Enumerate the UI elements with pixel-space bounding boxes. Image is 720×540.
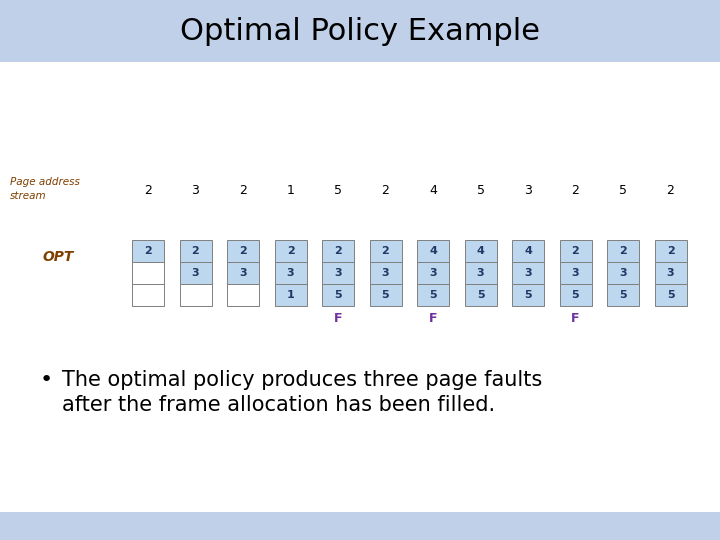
Text: 2: 2 [334,246,342,256]
Bar [322,240,354,262]
Text: OPT: OPT [42,250,73,264]
Bar [132,262,164,284]
Bar [0,0,720,62]
Text: 2: 2 [239,184,247,197]
Text: 5: 5 [619,290,627,300]
Bar [512,284,544,306]
Text: 3: 3 [382,268,390,278]
Text: Page address: Page address [10,177,80,187]
Text: The optimal policy produces three page faults: The optimal policy produces three page f… [62,370,542,390]
Bar [179,240,212,262]
Text: 2: 2 [382,184,390,197]
Text: 5: 5 [619,184,627,197]
Bar [559,262,592,284]
Text: 5: 5 [477,184,485,197]
Text: 3: 3 [239,268,247,278]
Text: 3: 3 [524,184,532,197]
Bar [179,262,212,284]
Bar [607,284,639,306]
Bar [369,240,402,262]
Bar [464,240,497,262]
Bar [654,240,686,262]
Text: 5: 5 [667,290,675,300]
Text: 5: 5 [572,290,580,300]
Bar [654,262,686,284]
Bar [417,240,449,262]
Text: 5: 5 [382,290,390,300]
Text: 4: 4 [429,184,437,197]
Text: 3: 3 [287,268,294,278]
Text: 1: 1 [287,184,294,197]
Text: 3: 3 [667,268,675,278]
Bar [607,262,639,284]
Text: 2: 2 [667,246,675,256]
Text: 5: 5 [429,290,437,300]
Bar [464,284,497,306]
Text: 3: 3 [572,268,580,278]
Text: 2: 2 [192,246,199,256]
Text: after the frame allocation has been filled.: after the frame allocation has been fill… [62,395,495,415]
Bar [369,262,402,284]
Bar [559,240,592,262]
Bar [369,284,402,306]
Bar [464,262,497,284]
Text: 4: 4 [429,246,437,256]
Text: •: • [40,370,53,390]
Bar [559,284,592,306]
Bar [227,262,259,284]
Bar [274,262,307,284]
Text: 2: 2 [619,246,627,256]
Bar [274,240,307,262]
Bar [179,284,212,306]
Text: 3: 3 [192,184,199,197]
Text: 5: 5 [334,290,342,300]
Text: 2: 2 [144,184,152,197]
Text: 2: 2 [667,184,675,197]
Text: F: F [428,312,437,325]
Bar [417,262,449,284]
Bar [322,262,354,284]
Text: 3: 3 [524,268,532,278]
Bar [132,284,164,306]
Bar [227,240,259,262]
Text: 4: 4 [477,246,485,256]
Text: 2: 2 [287,246,294,256]
Text: 2: 2 [382,246,390,256]
Bar [0,62,720,512]
Text: 3: 3 [192,268,199,278]
Bar [512,240,544,262]
Text: 2: 2 [144,246,152,256]
Bar [654,284,686,306]
Text: F: F [334,312,342,325]
Text: 3: 3 [429,268,437,278]
Bar [322,284,354,306]
Text: 2: 2 [572,246,580,256]
Bar [132,240,164,262]
Text: 3: 3 [619,268,627,278]
Text: 3: 3 [477,268,485,278]
Bar [417,284,449,306]
Text: 4: 4 [524,246,532,256]
Text: 5: 5 [334,184,342,197]
Text: 2: 2 [239,246,247,256]
Bar [512,262,544,284]
Text: 3: 3 [334,268,342,278]
Text: 2: 2 [572,184,580,197]
Bar [274,284,307,306]
Bar [0,512,720,540]
Bar [607,240,639,262]
Text: 1: 1 [287,290,294,300]
Text: Optimal Policy Example: Optimal Policy Example [180,17,540,46]
Text: F: F [571,312,580,325]
Text: 5: 5 [477,290,485,300]
Text: 5: 5 [524,290,532,300]
Text: stream: stream [10,191,47,201]
Bar [227,284,259,306]
